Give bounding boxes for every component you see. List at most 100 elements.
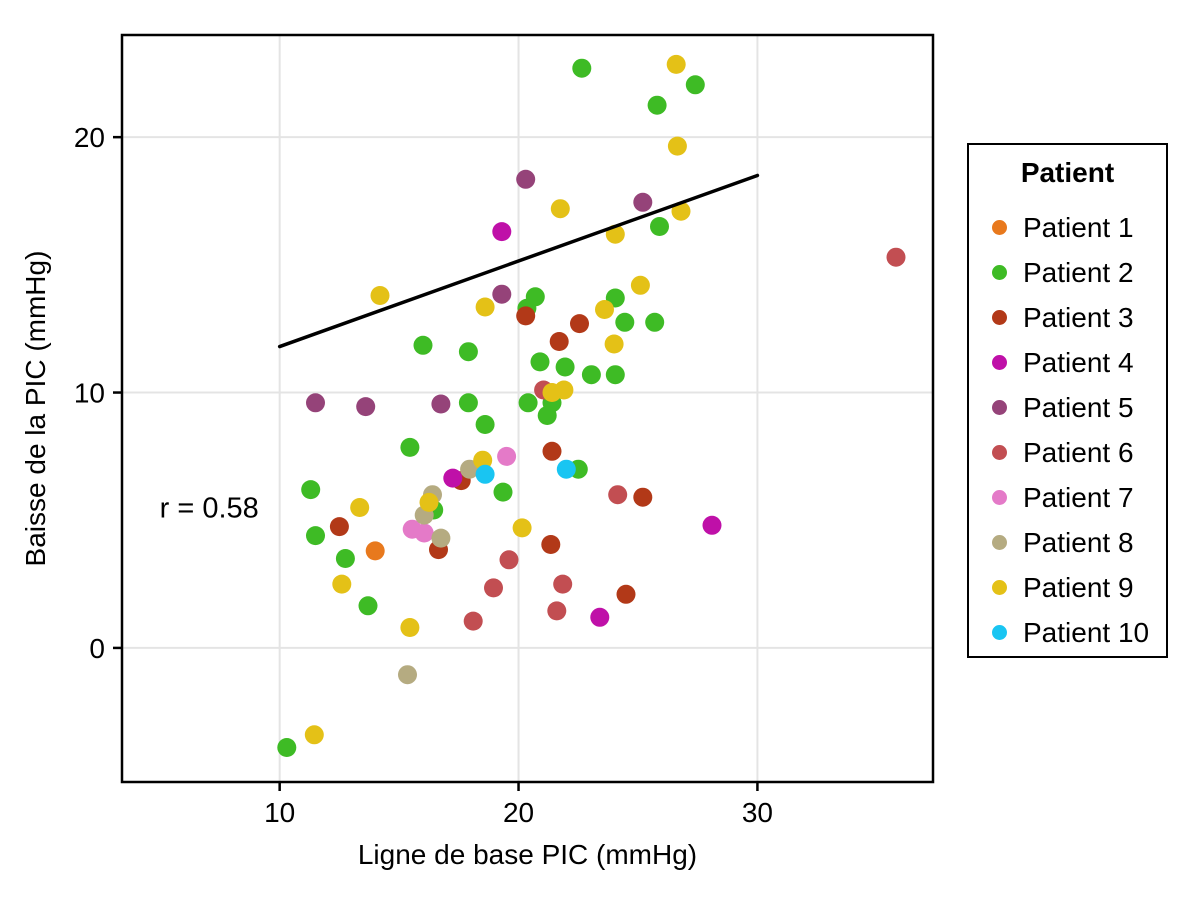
data-point [475, 464, 495, 484]
data-point [550, 199, 570, 219]
legend-swatch-icon [992, 580, 1007, 595]
data-point [570, 314, 589, 334]
data-point [604, 334, 624, 354]
legend-label: Patient 9 [1023, 571, 1134, 603]
data-point [685, 75, 705, 95]
data-point [356, 397, 376, 417]
data-point [431, 394, 451, 414]
data-point [572, 58, 592, 78]
legend-items: Patient 1 Patient 2 Patient 3 Patient 4 Pati… [969, 205, 1166, 655]
data-point [370, 286, 390, 305]
x-tick-label: 10 [264, 797, 295, 828]
legend-row: Patient 10 [969, 610, 1166, 655]
x-tick-label: 30 [742, 797, 773, 828]
data-point [608, 485, 628, 505]
data-point [512, 518, 532, 538]
legend-swatch-icon [992, 355, 1007, 370]
legend-label: Patient 8 [1023, 526, 1134, 558]
data-point [630, 275, 650, 295]
data-point [650, 217, 669, 236]
data-point [431, 528, 451, 548]
legend-row: Patient 2 [969, 250, 1166, 295]
data-point [463, 611, 483, 631]
data-point [497, 446, 517, 466]
data-point [547, 601, 567, 621]
data-point [492, 284, 512, 304]
legend-label: Patient 5 [1023, 391, 1134, 423]
correlation-annotation: r = 0.58 [160, 492, 259, 524]
legend-row: Patient 8 [969, 520, 1166, 565]
data-point [671, 201, 691, 221]
data-point [616, 584, 636, 604]
legend-label: Patient 6 [1023, 436, 1134, 468]
data-point [555, 357, 575, 377]
data-point [667, 136, 687, 156]
data-point [458, 393, 478, 413]
legend-row: Patient 3 [969, 295, 1166, 340]
x-tick-label: 20 [503, 797, 534, 828]
data-point [615, 312, 635, 332]
data-point [492, 222, 512, 242]
legend-row: Patient 7 [969, 475, 1166, 520]
y-axis-title: Baisse de la PIC (mmHg) [20, 251, 51, 567]
data-point [475, 415, 495, 434]
data-point [516, 306, 536, 326]
legend-label: Patient 3 [1023, 301, 1134, 333]
data-point [493, 482, 513, 502]
data-point [590, 607, 610, 627]
data-point [484, 578, 503, 598]
x-axis-title: Ligne de base PIC (mmHg) [358, 839, 697, 870]
legend-row: Patient 4 [969, 340, 1166, 385]
data-point [633, 192, 653, 212]
data-point [419, 492, 439, 512]
data-point [400, 618, 420, 637]
data-point [350, 498, 370, 517]
data-point [645, 312, 665, 332]
y-tick-label: 0 [89, 633, 105, 664]
data-point [413, 335, 433, 355]
legend-swatch-icon [992, 220, 1007, 235]
y-tick-label: 20 [74, 122, 105, 153]
data-point [553, 574, 573, 594]
legend-box: Patient Patient 1 Patient 2 Patient 3 Patie… [967, 143, 1168, 658]
data-point [414, 523, 434, 543]
data-point [400, 437, 420, 457]
data-point [358, 596, 378, 616]
data-point [473, 450, 493, 470]
data-point [332, 574, 352, 594]
data-point [605, 365, 625, 385]
legend-row: Patient 9 [969, 565, 1166, 610]
legend-row: Patient 1 [969, 205, 1166, 250]
data-point [304, 725, 324, 745]
legend-title: Patient [1020, 157, 1115, 188]
data-point [301, 480, 321, 500]
data-point [542, 383, 562, 402]
data-point [398, 665, 417, 685]
data-point [499, 550, 519, 570]
data-point [475, 297, 495, 317]
data-point [335, 549, 355, 568]
legend-row: Patient 6 [969, 430, 1166, 475]
legend-label: Patient 1 [1023, 211, 1134, 243]
data-point [443, 468, 463, 488]
data-point [306, 393, 325, 413]
data-point [549, 332, 569, 351]
data-point [666, 54, 686, 74]
legend-label: Patient 7 [1023, 481, 1134, 513]
legend-swatch-icon [992, 400, 1007, 415]
data-point [886, 247, 906, 267]
data-point [647, 95, 667, 115]
legend-swatch-icon [992, 490, 1007, 505]
data-point [595, 300, 614, 319]
legend-swatch-icon [992, 535, 1007, 550]
y-tick-label: 10 [74, 378, 105, 409]
data-point [537, 406, 557, 425]
data-point [556, 459, 576, 479]
regression-line [277, 173, 760, 349]
data-point [541, 535, 561, 554]
plot-frame [120, 33, 935, 784]
data-point [518, 393, 538, 413]
data-point [329, 517, 349, 537]
